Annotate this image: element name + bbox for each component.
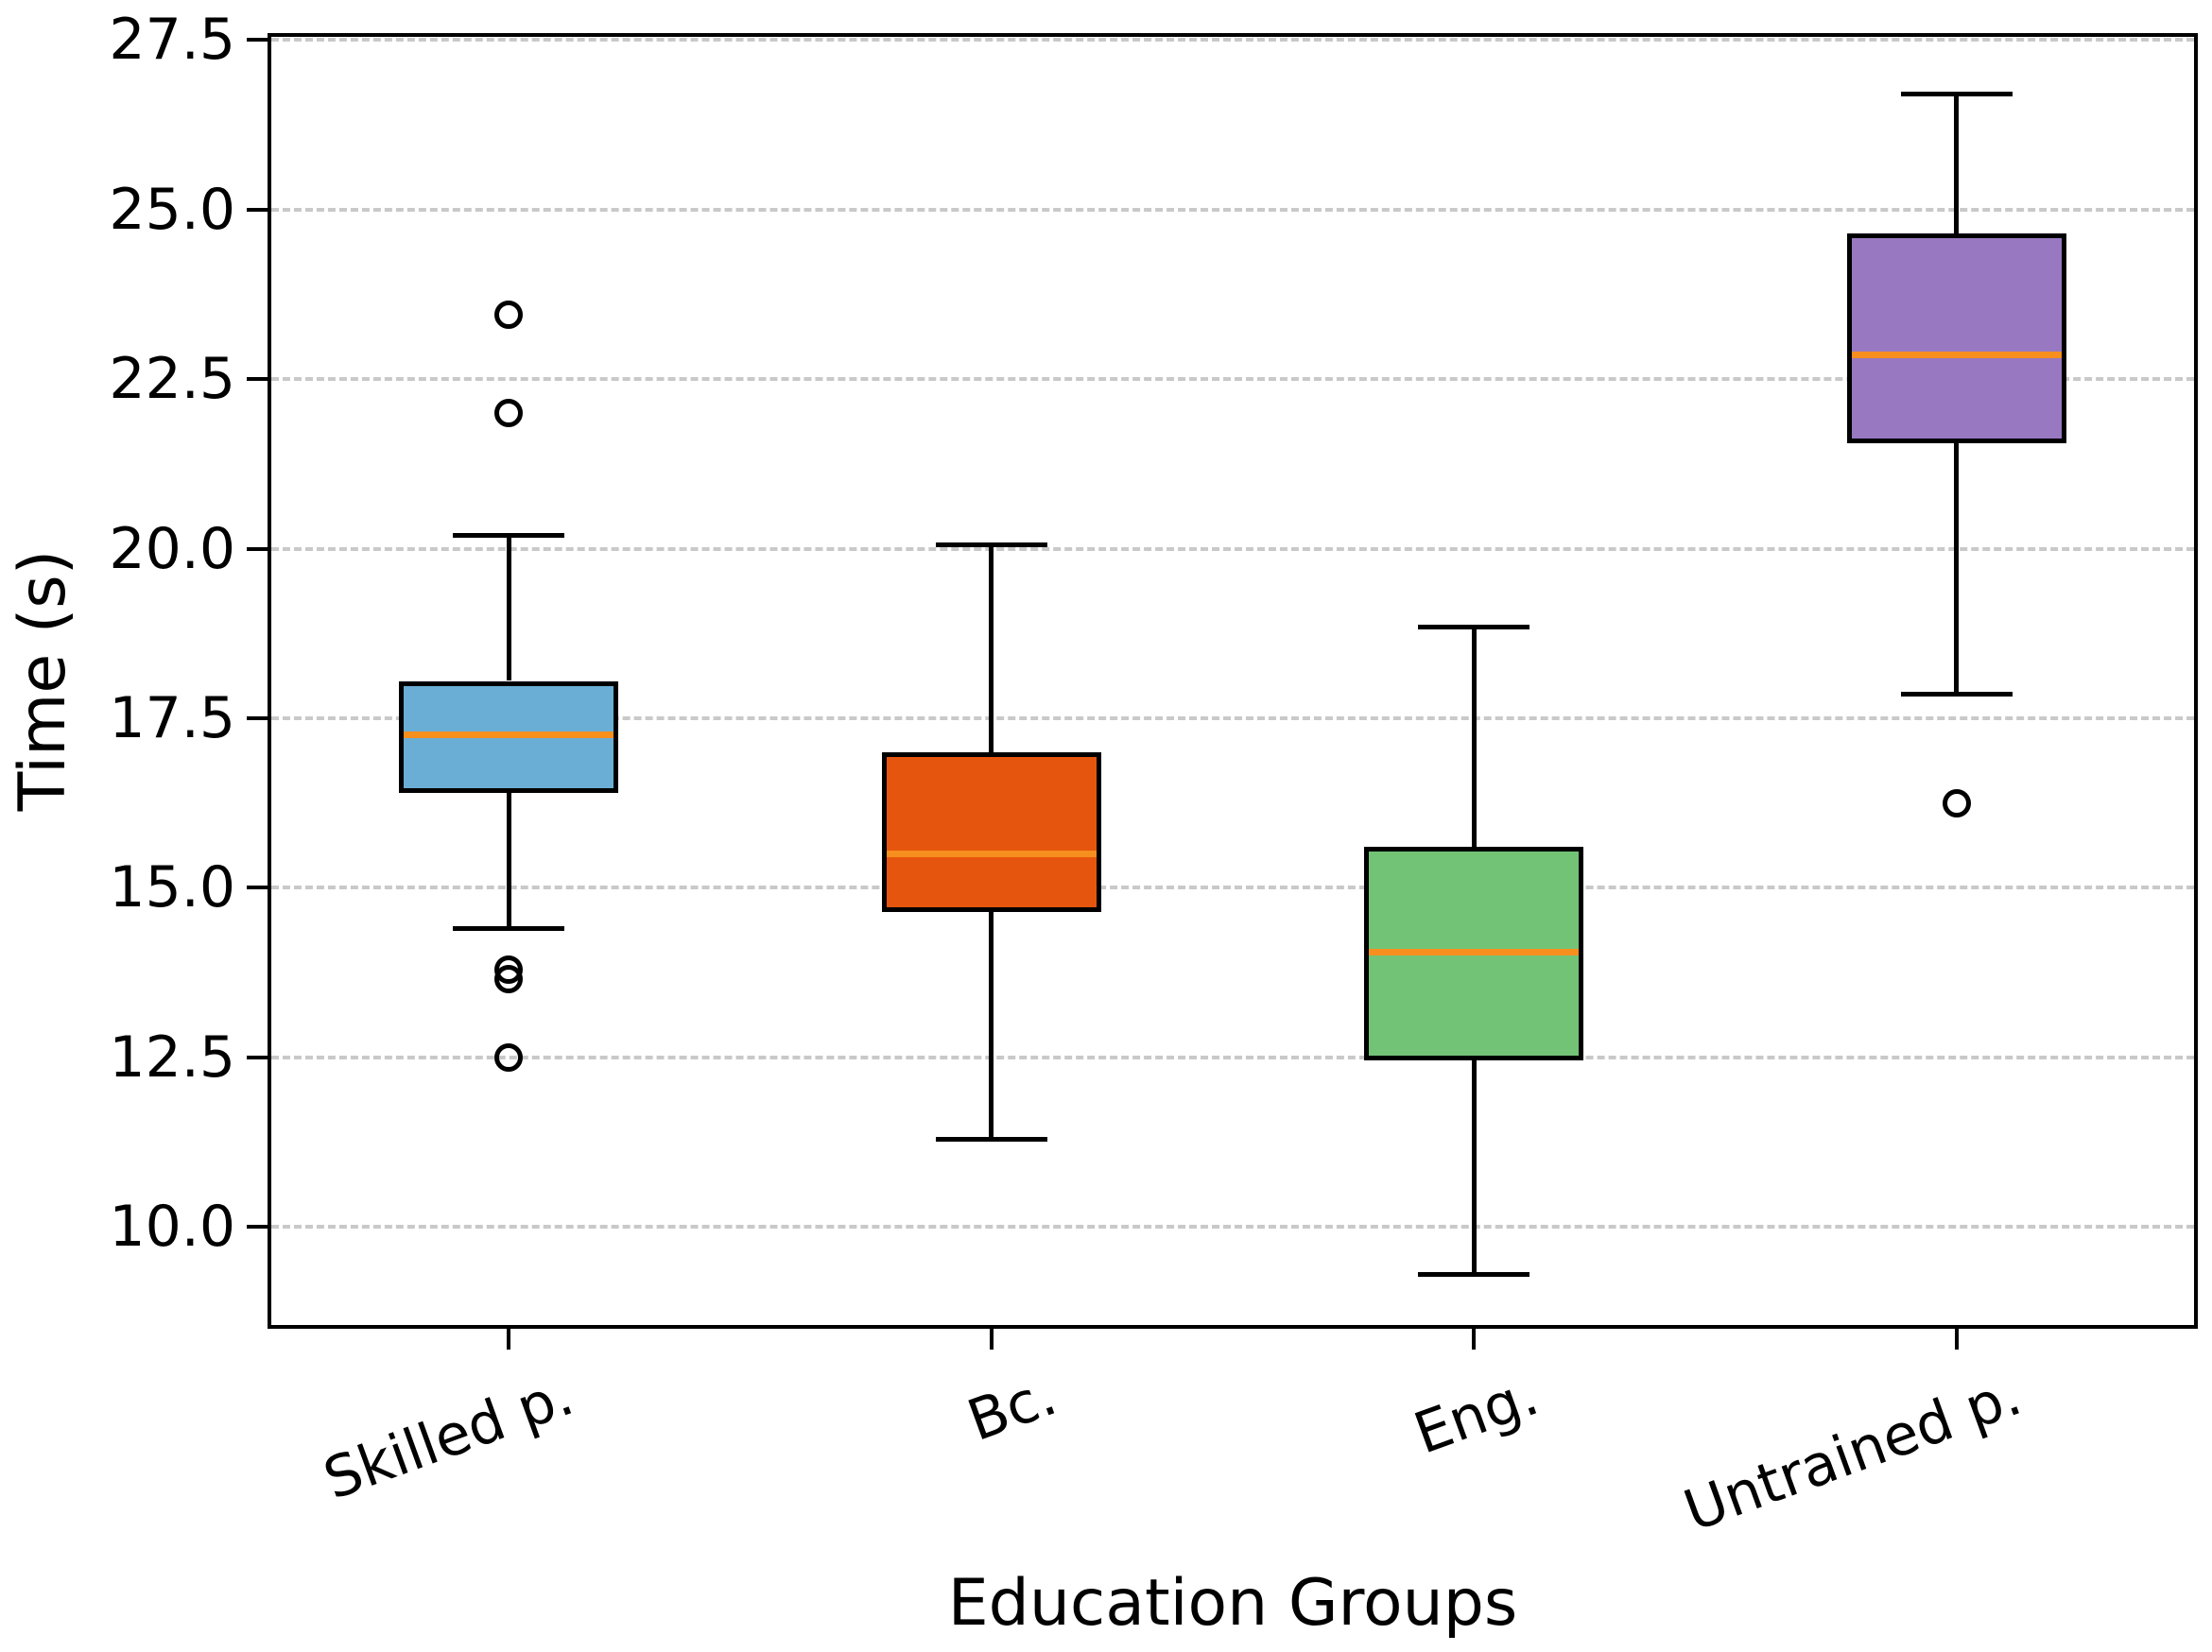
whisker-cap — [453, 925, 565, 931]
median-line — [1369, 949, 1580, 956]
outlier-point — [494, 1042, 524, 1072]
outlier-point — [494, 965, 524, 994]
whisker-cap — [1418, 624, 1530, 629]
y-tick-label: 27.5 — [109, 7, 235, 74]
whisker-line — [1954, 94, 1960, 233]
x-tick-label: Skilled p. — [315, 1362, 582, 1513]
gridline — [271, 886, 2194, 890]
whisker-line — [506, 792, 511, 929]
y-tick-mark — [247, 546, 268, 551]
x-tick-label: Eng. — [1406, 1362, 1547, 1468]
whisker-line — [1954, 443, 1960, 695]
y-tick-label: 10.0 — [109, 1194, 235, 1261]
gridline — [271, 546, 2194, 551]
whisker-cap — [1900, 692, 2013, 697]
median-line — [404, 731, 614, 739]
y-tick-label: 25.0 — [109, 176, 235, 243]
y-tick-label: 22.5 — [109, 346, 235, 413]
outlier-point — [494, 300, 524, 329]
gridline — [271, 377, 2194, 382]
y-tick-label: 20.0 — [109, 515, 235, 582]
x-axis-title: Education Groups — [947, 1566, 1518, 1641]
gridline — [271, 715, 2194, 720]
box-q1-q3 — [881, 751, 1101, 912]
y-tick-mark — [247, 1055, 268, 1059]
x-tick-mark — [507, 1329, 511, 1350]
y-tick-mark — [247, 1225, 268, 1230]
median-line — [886, 851, 1097, 858]
median-line — [1851, 352, 2062, 359]
box-q1-q3 — [1846, 232, 2066, 444]
whisker-line — [1471, 627, 1477, 848]
whisker-line — [989, 911, 994, 1139]
y-tick-mark — [247, 38, 268, 43]
whisker-line — [1471, 1060, 1477, 1275]
y-tick-label: 17.5 — [109, 684, 235, 751]
gridline — [271, 207, 2194, 212]
gridline — [271, 38, 2194, 43]
y-tick-mark — [247, 377, 268, 382]
y-axis-title: Time (s) — [6, 549, 80, 812]
x-tick-label: Bc. — [959, 1362, 1064, 1454]
x-tick-mark — [1472, 1329, 1477, 1350]
y-tick-label: 15.0 — [109, 854, 235, 921]
y-tick-mark — [247, 715, 268, 720]
gridline — [271, 1225, 2194, 1230]
whisker-cap — [453, 532, 565, 538]
outlier-point — [1942, 788, 1971, 817]
y-tick-mark — [247, 207, 268, 212]
whisker-line — [989, 544, 994, 752]
x-tick-mark — [1954, 1329, 1959, 1350]
y-tick-label: 12.5 — [109, 1024, 235, 1091]
whisker-cap — [1900, 92, 2013, 97]
whisker-cap — [1418, 1272, 1530, 1278]
whisker-cap — [935, 542, 1047, 548]
whisker-cap — [935, 1136, 1047, 1142]
y-tick-mark — [247, 886, 268, 890]
whisker-line — [506, 535, 511, 681]
outlier-point — [494, 398, 524, 427]
gridline — [271, 1055, 2194, 1059]
x-tick-label: Untrained p. — [1675, 1362, 2030, 1545]
x-tick-mark — [989, 1329, 994, 1350]
plot-area — [268, 33, 2198, 1329]
